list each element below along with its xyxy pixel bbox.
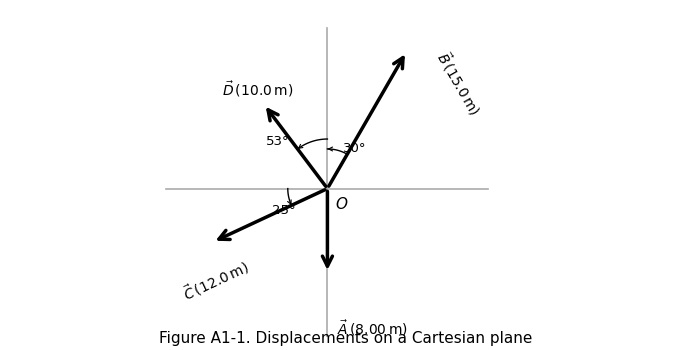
Text: 25°: 25°	[272, 204, 296, 217]
Text: $\vec{D}\,(10.0\,\mathrm{m})$: $\vec{D}\,(10.0\,\mathrm{m})$	[222, 80, 293, 99]
Text: $\vec{B}\,(15.0\,\mathrm{m})$: $\vec{B}\,(15.0\,\mathrm{m})$	[432, 48, 484, 119]
Text: 53°: 53°	[266, 135, 290, 148]
Text: $\vec{A}\,(8.00\,\mathrm{m})$: $\vec{A}\,(8.00\,\mathrm{m})$	[337, 318, 408, 338]
Text: 30°: 30°	[343, 142, 367, 155]
Text: Figure A1-1. Displacements on a Cartesian plane: Figure A1-1. Displacements on a Cartesia…	[159, 331, 533, 346]
Text: $\vec{C}\,(12.0\,\mathrm{m})$: $\vec{C}\,(12.0\,\mathrm{m})$	[180, 257, 252, 304]
Text: $O$: $O$	[335, 196, 348, 212]
